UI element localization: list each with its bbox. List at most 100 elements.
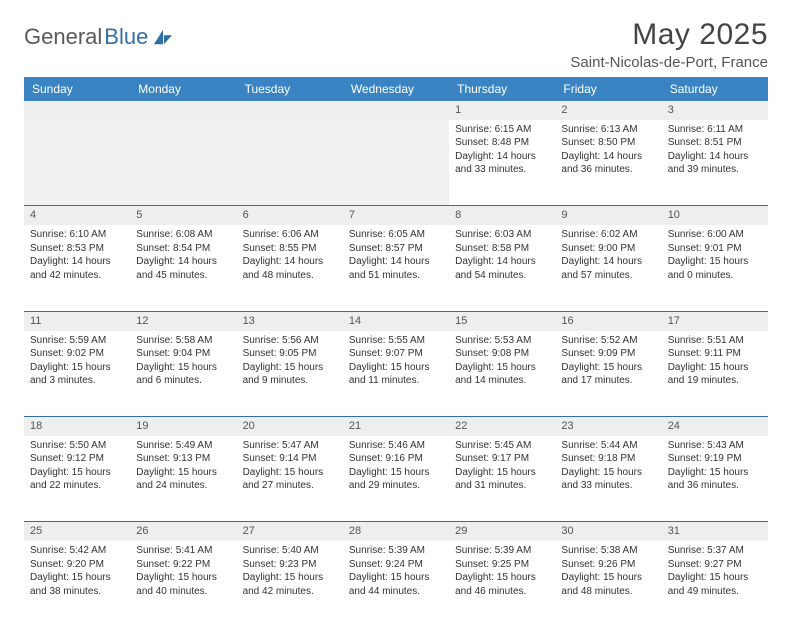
daylight-line: Daylight: 15 hours and 38 minutes. [30,571,124,598]
day-cell: Sunrise: 6:13 AMSunset: 8:50 PMDaylight:… [555,120,661,206]
day-cell: Sunrise: 5:47 AMSunset: 9:14 PMDaylight:… [237,436,343,522]
day-cell: Sunrise: 5:51 AMSunset: 9:11 PMDaylight:… [662,331,768,417]
sunrise-line: Sunrise: 6:15 AM [455,123,549,137]
day-number-cell: 1 [449,101,555,120]
sunrise-line: Sunrise: 6:08 AM [136,228,230,242]
day-number-cell [343,101,449,120]
sunrise-line: Sunrise: 5:59 AM [30,334,124,348]
day-number-cell: 5 [130,206,236,225]
day-cell [343,120,449,206]
day-cell: Sunrise: 6:10 AMSunset: 8:53 PMDaylight:… [24,225,130,311]
sunset-line: Sunset: 9:16 PM [349,452,443,466]
day-cell [24,120,130,206]
daylight-line: Daylight: 15 hours and 0 minutes. [668,255,762,282]
sunset-line: Sunset: 9:00 PM [561,242,655,256]
sunset-line: Sunset: 9:02 PM [30,347,124,361]
sunset-line: Sunset: 9:08 PM [455,347,549,361]
sunrise-line: Sunrise: 6:10 AM [30,228,124,242]
sunrise-line: Sunrise: 5:44 AM [561,439,655,453]
sunset-line: Sunset: 8:58 PM [455,242,549,256]
sunrise-line: Sunrise: 6:13 AM [561,123,655,137]
daylight-line: Daylight: 14 hours and 57 minutes. [561,255,655,282]
sunset-line: Sunset: 9:04 PM [136,347,230,361]
daylight-line: Daylight: 14 hours and 36 minutes. [561,150,655,177]
sunset-line: Sunset: 9:05 PM [243,347,337,361]
sunrise-line: Sunrise: 5:38 AM [561,544,655,558]
sunrise-line: Sunrise: 5:40 AM [243,544,337,558]
daylight-line: Daylight: 14 hours and 42 minutes. [30,255,124,282]
daylight-line: Daylight: 14 hours and 45 minutes. [136,255,230,282]
day-cell: Sunrise: 5:59 AMSunset: 9:02 PMDaylight:… [24,331,130,417]
sunset-line: Sunset: 8:53 PM [30,242,124,256]
title-block: May 2025 Saint-Nicolas-de-Port, France [570,18,768,71]
brand-part2: Blue [104,24,148,50]
day-number-cell [24,101,130,120]
day-header: Sunday [24,77,130,101]
day-header: Tuesday [237,77,343,101]
day-number-cell: 21 [343,417,449,436]
day-number-cell: 27 [237,522,343,541]
sunset-line: Sunset: 9:26 PM [561,558,655,572]
sunrise-line: Sunrise: 5:41 AM [136,544,230,558]
brand-logo: GeneralBlue [24,24,174,50]
day-number-cell: 7 [343,206,449,225]
day-number-cell: 6 [237,206,343,225]
day-header: Friday [555,77,661,101]
sunrise-line: Sunrise: 6:11 AM [668,123,762,137]
daylight-line: Daylight: 15 hours and 33 minutes. [561,466,655,493]
sail-icon [152,28,174,46]
daylight-line: Daylight: 15 hours and 11 minutes. [349,361,443,388]
sunset-line: Sunset: 8:57 PM [349,242,443,256]
daylight-line: Daylight: 15 hours and 6 minutes. [136,361,230,388]
day-number-cell [237,101,343,120]
sunset-line: Sunset: 9:17 PM [455,452,549,466]
daylight-line: Daylight: 15 hours and 42 minutes. [243,571,337,598]
day-number-cell: 11 [24,311,130,330]
sunset-line: Sunset: 9:18 PM [561,452,655,466]
sunrise-line: Sunrise: 5:47 AM [243,439,337,453]
day-number-cell: 31 [662,522,768,541]
day-number-cell: 2 [555,101,661,120]
header: GeneralBlue May 2025 Saint-Nicolas-de-Po… [24,18,768,71]
day-number-cell: 17 [662,311,768,330]
daylight-line: Daylight: 15 hours and 29 minutes. [349,466,443,493]
day-header: Monday [130,77,236,101]
sunset-line: Sunset: 8:48 PM [455,136,549,150]
day-number-cell: 24 [662,417,768,436]
day-cell: Sunrise: 5:52 AMSunset: 9:09 PMDaylight:… [555,331,661,417]
day-cell: Sunrise: 5:42 AMSunset: 9:20 PMDaylight:… [24,541,130,627]
sunset-line: Sunset: 9:24 PM [349,558,443,572]
sunrise-line: Sunrise: 5:55 AM [349,334,443,348]
day-cell: Sunrise: 5:46 AMSunset: 9:16 PMDaylight:… [343,436,449,522]
daylight-line: Daylight: 14 hours and 51 minutes. [349,255,443,282]
day-cell [237,120,343,206]
day-cell: Sunrise: 6:05 AMSunset: 8:57 PMDaylight:… [343,225,449,311]
day-cell: Sunrise: 5:49 AMSunset: 9:13 PMDaylight:… [130,436,236,522]
sunset-line: Sunset: 9:09 PM [561,347,655,361]
day-number-cell: 20 [237,417,343,436]
daylight-line: Daylight: 14 hours and 33 minutes. [455,150,549,177]
sunset-line: Sunset: 8:55 PM [243,242,337,256]
day-cell: Sunrise: 6:02 AMSunset: 9:00 PMDaylight:… [555,225,661,311]
day-number-cell: 15 [449,311,555,330]
daylight-line: Daylight: 15 hours and 24 minutes. [136,466,230,493]
daylight-line: Daylight: 15 hours and 27 minutes. [243,466,337,493]
daylight-line: Daylight: 14 hours and 39 minutes. [668,150,762,177]
day-number-cell: 9 [555,206,661,225]
day-header: Thursday [449,77,555,101]
sunrise-line: Sunrise: 5:56 AM [243,334,337,348]
day-cell: Sunrise: 5:38 AMSunset: 9:26 PMDaylight:… [555,541,661,627]
daylight-line: Daylight: 15 hours and 40 minutes. [136,571,230,598]
sunrise-line: Sunrise: 5:43 AM [668,439,762,453]
sunrise-line: Sunrise: 5:50 AM [30,439,124,453]
sunrise-line: Sunrise: 5:52 AM [561,334,655,348]
day-cell: Sunrise: 5:40 AMSunset: 9:23 PMDaylight:… [237,541,343,627]
day-cell: Sunrise: 5:43 AMSunset: 9:19 PMDaylight:… [662,436,768,522]
day-number-cell: 16 [555,311,661,330]
daylight-line: Daylight: 15 hours and 17 minutes. [561,361,655,388]
sunset-line: Sunset: 9:01 PM [668,242,762,256]
sunrise-line: Sunrise: 5:45 AM [455,439,549,453]
daylight-line: Daylight: 15 hours and 48 minutes. [561,571,655,598]
sunrise-line: Sunrise: 5:46 AM [349,439,443,453]
sunrise-line: Sunrise: 5:39 AM [455,544,549,558]
